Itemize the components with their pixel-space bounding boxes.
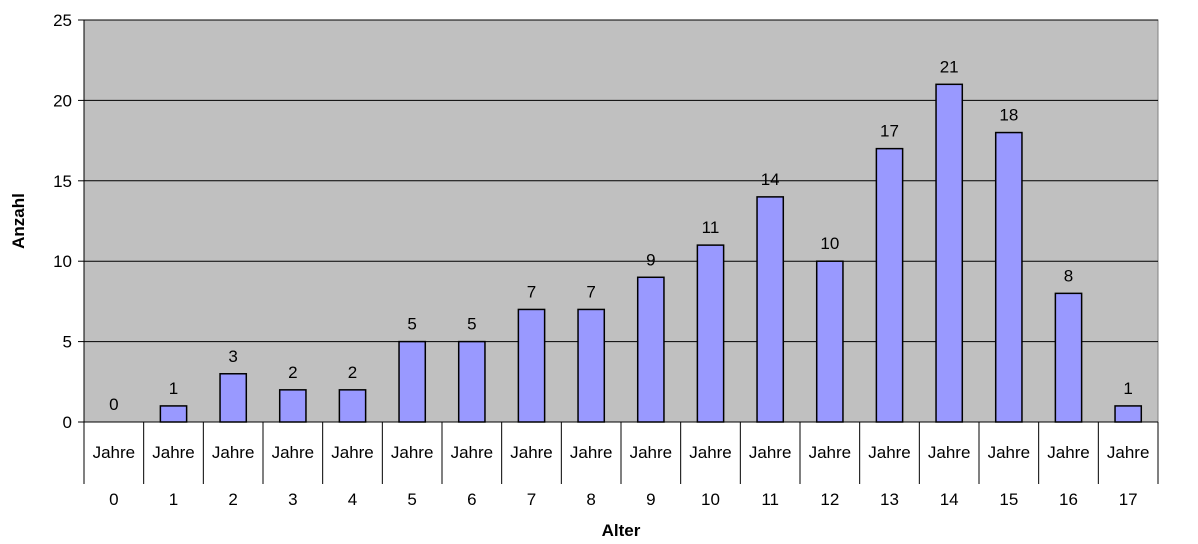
x-tick-label: 8 — [586, 490, 595, 509]
x-tick-label: Jahre — [212, 443, 255, 462]
bar — [935, 83, 964, 423]
x-tick-label: Jahre — [152, 443, 195, 462]
x-tick-label: 0 — [109, 490, 118, 509]
bar — [577, 308, 606, 423]
x-tick-label: Jahre — [630, 443, 673, 462]
y-tick-label: 10 — [53, 252, 72, 271]
bar — [696, 244, 725, 423]
data-label: 0 — [109, 395, 118, 414]
x-tick-label: 17 — [1119, 490, 1138, 509]
x-tick-label: Jahre — [93, 443, 136, 462]
bar — [756, 196, 785, 423]
x-tick-label: 2 — [228, 490, 237, 509]
y-tick-label: 5 — [63, 333, 72, 352]
bar — [278, 389, 307, 423]
axes — [78, 19, 1159, 484]
x-tick-label: Jahre — [391, 443, 434, 462]
x-tick-label: Jahre — [451, 443, 494, 462]
x-tick-label: Jahre — [988, 443, 1031, 462]
x-tick-label: 13 — [880, 490, 899, 509]
data-label: 5 — [407, 315, 416, 334]
x-tick-label: 16 — [1059, 490, 1078, 509]
data-label: 9 — [646, 250, 655, 269]
data-label: 8 — [1064, 266, 1073, 285]
y-tick-label: 15 — [53, 172, 72, 191]
x-tick-label: 15 — [999, 490, 1018, 509]
bar — [517, 308, 546, 423]
x-tick-label: 10 — [701, 490, 720, 509]
x-tick-label: Jahre — [868, 443, 911, 462]
x-tick-label: Jahre — [749, 443, 792, 462]
bar — [994, 131, 1023, 423]
data-label: 3 — [228, 347, 237, 366]
data-label: 7 — [586, 282, 595, 301]
x-tick-label: 11 — [761, 490, 779, 509]
x-tick-label: Jahre — [272, 443, 315, 462]
data-label: 21 — [940, 57, 959, 76]
data-label: 14 — [761, 170, 780, 189]
bars — [159, 83, 1143, 423]
x-tick-label: Jahre — [1107, 443, 1150, 462]
bar — [338, 389, 367, 423]
x-tick-label: Jahre — [510, 443, 553, 462]
plot-area — [83, 19, 1159, 423]
x-tick-label: Jahre — [928, 443, 971, 462]
x-tick-label: Jahre — [809, 443, 852, 462]
bar — [1054, 292, 1083, 423]
bar — [1114, 405, 1143, 423]
data-label: 2 — [288, 363, 297, 382]
x-tick-label: 7 — [527, 490, 536, 509]
data-label: 18 — [999, 106, 1018, 125]
x-tick-label: 4 — [348, 490, 357, 509]
bar — [219, 373, 248, 423]
x-tick-label: Jahre — [331, 443, 374, 462]
data-label: 17 — [880, 122, 899, 141]
data-label: 2 — [348, 363, 357, 382]
x-tick-label: 1 — [169, 490, 178, 509]
data-label: 5 — [467, 315, 476, 334]
bar — [457, 340, 486, 423]
x-tick-label: Jahre — [689, 443, 732, 462]
x-tick-label: 6 — [467, 490, 476, 509]
y-tick-label: 25 — [53, 11, 72, 30]
x-tick-label: 5 — [407, 490, 416, 509]
gridlines — [84, 19, 1158, 343]
bar — [815, 260, 844, 423]
data-label: 7 — [527, 282, 536, 301]
data-label: 1 — [169, 379, 178, 398]
data-label: 11 — [702, 218, 720, 237]
x-tick-label: Jahre — [1047, 443, 1090, 462]
data-label: 1 — [1123, 379, 1132, 398]
x-tick-label: 3 — [288, 490, 297, 509]
data-label: 10 — [820, 234, 839, 253]
y-tick-label: 0 — [63, 413, 72, 432]
bar — [398, 340, 427, 423]
x-axis-title: Alter — [602, 521, 641, 540]
bar — [875, 147, 904, 423]
bar — [636, 276, 665, 423]
y-tick-label: 20 — [53, 91, 72, 110]
y-axis-title: Anzahl — [9, 193, 28, 249]
bar — [159, 405, 188, 423]
x-tick-label: 12 — [820, 490, 839, 509]
x-tick-label: 14 — [940, 490, 959, 509]
x-tick-label: Jahre — [570, 443, 613, 462]
x-tick-label: 9 — [646, 490, 655, 509]
